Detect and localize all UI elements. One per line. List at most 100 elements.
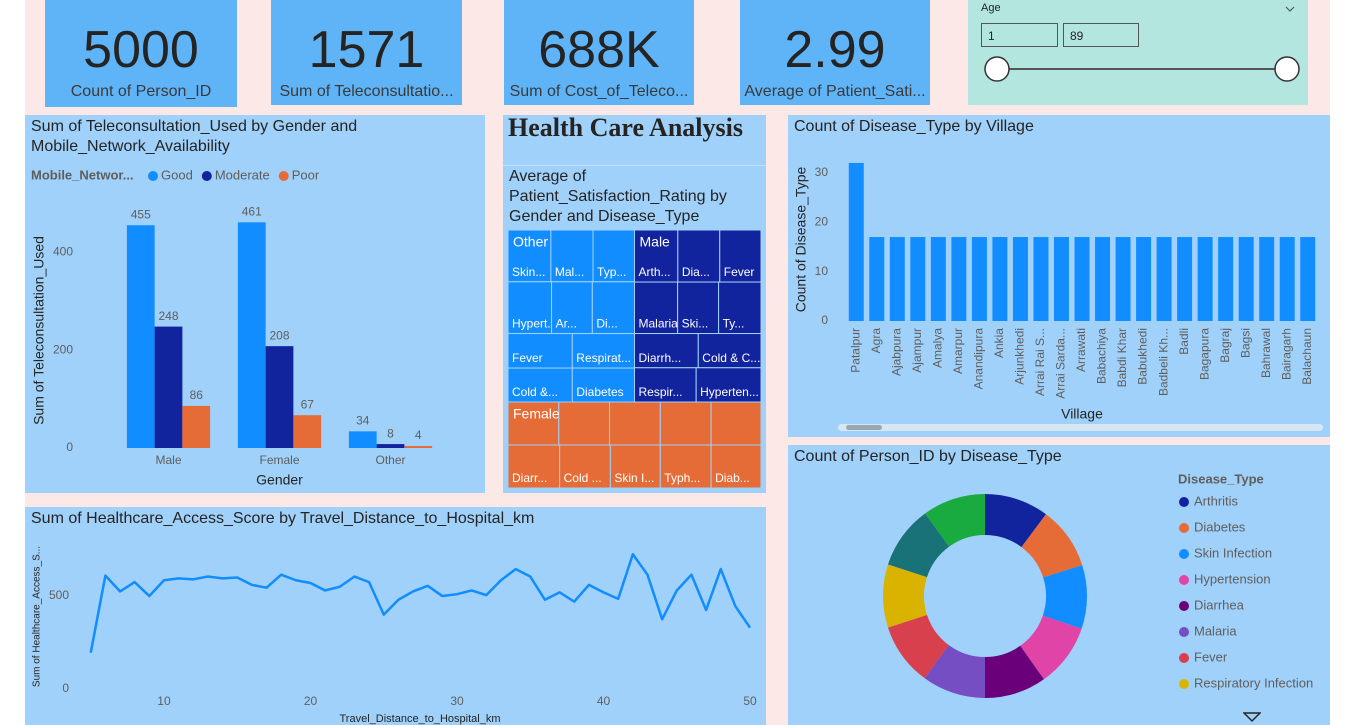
slicer-max-input[interactable]: 89 [1063, 23, 1139, 47]
tile-label: Mal... [555, 265, 584, 279]
x-tick-label: Ajampur [910, 328, 924, 373]
x-tick-label: 20 [304, 694, 318, 708]
legend-label: Malaria [1194, 623, 1237, 638]
slider-handle[interactable] [984, 56, 1010, 82]
bar [376, 444, 405, 448]
data-label: 67 [301, 397, 315, 411]
scrollbar[interactable] [838, 424, 1323, 431]
kpi-card: 688K Sum of Cost_of_Teleco... [504, 0, 694, 105]
x-tick-label: Arrai Rai S... [1033, 328, 1047, 396]
chart-svg: Disease_Type Arthritis Diabetes Skin Infect… [883, 471, 1313, 698]
donut-slice [985, 494, 1046, 548]
bar [1074, 237, 1090, 321]
y-axis-label: Sum of Healthcare_Access_S... [32, 546, 43, 687]
bar [1177, 237, 1193, 321]
bar [848, 162, 864, 321]
bar [971, 237, 987, 321]
legend-marker [1179, 549, 1189, 559]
chart-svg: 0 500 10 20 30 40 50 Travel_Distance_to_Hospita… [32, 546, 757, 725]
bar [265, 346, 294, 448]
data-label: 86 [190, 388, 204, 402]
data-label: 8 [387, 426, 394, 440]
x-tick-label: 10 [157, 694, 171, 708]
legend-label: Skin Infection [1194, 545, 1272, 560]
bar [1238, 237, 1254, 321]
treemap-tile [507, 281, 553, 335]
treemap-tile [718, 281, 762, 335]
bar [154, 326, 183, 448]
data-label: 208 [269, 328, 289, 342]
legend-scroll-arrow[interactable] [1243, 711, 1261, 723]
treemap-tile [558, 401, 611, 446]
donut-slice [887, 513, 950, 578]
treemap-tile [677, 281, 720, 335]
bar [1095, 237, 1111, 321]
donut-slice [1020, 615, 1082, 680]
tile-label: Typh... [664, 471, 700, 485]
kpi-card: 5000 Count of Person_ID [45, 0, 237, 107]
x-tick-label: Arjunkhedi [1013, 328, 1027, 385]
kpi-card: 1571 Sum of Teleconsultatio... [271, 0, 462, 105]
slicer-min-input[interactable]: 1 [981, 23, 1058, 47]
legend-label: Moderate [215, 167, 270, 182]
bar [869, 237, 885, 321]
donut-slice [883, 564, 927, 628]
legend-label: Hypertension [1194, 571, 1271, 586]
data-label: 461 [242, 204, 262, 218]
tile-label: Hypert... [512, 317, 557, 331]
x-tick-label: Balachaun [1300, 328, 1314, 385]
legend-marker [1179, 497, 1189, 507]
chevron[interactable] [1284, 4, 1296, 14]
legend-label: Diabetes [1194, 519, 1246, 534]
bar [1033, 237, 1049, 321]
group-label: Male [640, 234, 671, 250]
tile-label: Ski... [682, 317, 709, 331]
bar [930, 237, 946, 321]
legend-marker [1179, 627, 1189, 637]
kpi-value: 2.99 [784, 21, 886, 79]
donut-slice [887, 614, 949, 679]
x-tick-label: Other [375, 453, 405, 467]
treemap-tile [719, 229, 762, 283]
bar [889, 237, 905, 321]
legend-marker [1179, 523, 1189, 533]
slider[interactable] [968, 55, 1308, 85]
age-slicer[interactable]: Age 1 89 [968, 0, 1308, 105]
slider-handle[interactable] [1274, 56, 1300, 82]
treemap-tile [634, 367, 697, 403]
village-bar-panel: Count of Disease_Type by Village 0 10 20 30… [788, 115, 1330, 437]
x-tick-label: Ajabpura [889, 328, 903, 376]
legend-marker [201, 171, 212, 181]
bar [1156, 237, 1172, 321]
chart-svg: 0 10 20 30 Patalpur Agra Ajabpura Ajampur Amalya… [793, 162, 1316, 422]
legend-label: Diarrhea [1194, 597, 1245, 612]
legend-label: Fever [1194, 649, 1228, 664]
bar [1259, 237, 1275, 321]
tile-label: Cold &... [512, 385, 558, 399]
kpi-label: Sum of Teleconsultatio... [279, 83, 454, 100]
chart-svg: 0 200 400 Mobile_Networ... Good Moderate Poor M… [31, 167, 433, 488]
scroll-thumb[interactable] [846, 425, 882, 430]
legend-label: Arthritis [1194, 493, 1239, 508]
tile-label: Fever [724, 265, 755, 279]
treemap-tile [507, 367, 573, 403]
kpi-card: 2.99 Average of Patient_Sati... [740, 0, 930, 105]
x-tick-label: Badli [1177, 328, 1191, 355]
legend-label: Good [161, 167, 193, 182]
tile-label: Skin I... [614, 471, 654, 485]
x-tick-label: Female [259, 453, 299, 467]
donut-slice [1021, 514, 1083, 578]
kpi-label: Average of Patient_Sati... [744, 83, 926, 100]
slicer-label: Age [981, 2, 1001, 14]
kpi-value: 5000 [83, 21, 199, 79]
treemap-tile [592, 229, 635, 283]
bar [992, 237, 1008, 321]
grouped-bar-panel: Sum of Teleconsultation_Used by Gender a… [25, 115, 485, 493]
tile-label: Diarr... [512, 471, 547, 485]
legend-label: Poor [292, 167, 320, 182]
data-label: 248 [158, 309, 178, 323]
x-axis-label: Gender [256, 472, 303, 488]
y-axis-label: Sum of Teleconsultation_Used [31, 236, 47, 425]
legend-marker [278, 171, 289, 181]
